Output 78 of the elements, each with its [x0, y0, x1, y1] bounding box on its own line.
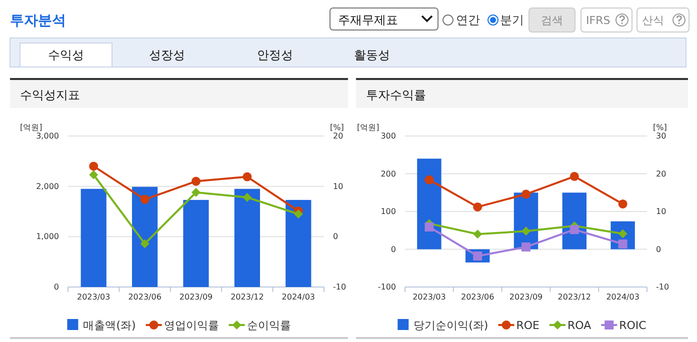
- text: 수익성: [48, 48, 84, 62]
- text: 분기: [500, 13, 524, 27]
- y2-axis-title: [%]: [330, 123, 344, 132]
- legend-label: ROE: [516, 319, 540, 332]
- x-tick-label: 2023/06: [128, 292, 162, 302]
- text: 안정성: [257, 48, 293, 62]
- legend-label: 영업이익률: [164, 319, 219, 332]
- point: [522, 226, 530, 236]
- legend-label: 순이익률: [246, 319, 291, 332]
- point: [140, 239, 150, 248]
- bar: [234, 188, 260, 287]
- x-tick-label: 2023/12: [230, 292, 264, 302]
- y2-tick-label: 0: [656, 244, 662, 254]
- text: IFRS: [586, 14, 610, 27]
- y-tick-label: 1,000: [36, 232, 59, 242]
- text: 연간: [456, 13, 480, 27]
- point: [618, 199, 628, 208]
- x-tick-label: 2023/06: [460, 292, 494, 302]
- point: [424, 222, 434, 232]
- bar: [286, 200, 312, 287]
- bar: [417, 158, 442, 250]
- point: [522, 242, 530, 252]
- y2-tick-label: 10: [656, 207, 666, 216]
- point: [424, 175, 434, 184]
- y2-tick-label: -10: [333, 282, 346, 292]
- point: [522, 190, 530, 199]
- y-axis-title: [억원]: [357, 123, 380, 132]
- x-tick-label: 2024/03: [606, 292, 640, 302]
- point: [140, 194, 150, 204]
- y-tick-label: 0: [54, 282, 59, 292]
- y-tick-label: 200: [380, 169, 396, 178]
- legend-label: 당기순이익(좌): [414, 319, 488, 332]
- text: 주재무제표: [338, 13, 398, 27]
- y2-tick-label: 20: [656, 169, 666, 178]
- y2-tick-label: 30: [656, 132, 666, 141]
- point: [618, 239, 628, 248]
- x-tick-label: 2023/09: [509, 292, 543, 302]
- point: [192, 176, 200, 186]
- text: 성장성: [149, 48, 185, 62]
- y2-axis-title: [%]: [653, 123, 667, 132]
- point: [242, 172, 252, 182]
- x-tick-label: 2023/03: [76, 292, 110, 302]
- y-tick-label: 2,000: [36, 182, 59, 191]
- x-tick-label: 2023/09: [179, 292, 213, 302]
- text: 활동성: [354, 48, 390, 62]
- bar: [80, 188, 106, 287]
- point: [294, 210, 303, 219]
- text: 산식: [642, 14, 664, 27]
- chart-title: 수익성지표: [20, 88, 80, 102]
- x-tick-label: 2023/03: [412, 292, 446, 302]
- y-tick-label: -100: [378, 282, 396, 292]
- point: [89, 162, 98, 171]
- text: 투자분석: [10, 13, 66, 29]
- y-axis-title: [억원]: [20, 123, 42, 132]
- point: [192, 188, 200, 197]
- x-tick-label: 2023/12: [558, 292, 592, 302]
- point: [473, 230, 482, 239]
- point: [570, 225, 579, 234]
- bar: [183, 200, 209, 287]
- y-tick-label: 100: [380, 207, 396, 216]
- legend-label: ROIC: [619, 319, 647, 332]
- y2-tick-label: 20: [333, 132, 344, 141]
- legend-label: 매출액(좌): [83, 319, 136, 332]
- y2-tick-label: 10: [333, 182, 344, 191]
- y-tick-label: 3,000: [36, 132, 59, 141]
- text: 검색: [541, 14, 563, 27]
- bar: [132, 186, 158, 287]
- x-tick-label: 2024/03: [282, 292, 316, 302]
- point: [570, 172, 579, 181]
- chart-title: 투자수익률: [366, 88, 426, 102]
- y-tick-label: 0: [390, 244, 396, 254]
- y2-tick-label: 0: [333, 232, 338, 242]
- legend-label: ROA: [567, 319, 592, 332]
- y2-tick-label: -10: [656, 282, 670, 292]
- point: [473, 202, 482, 212]
- y-tick-label: 300: [380, 132, 396, 141]
- point: [242, 192, 252, 202]
- point: [89, 170, 98, 180]
